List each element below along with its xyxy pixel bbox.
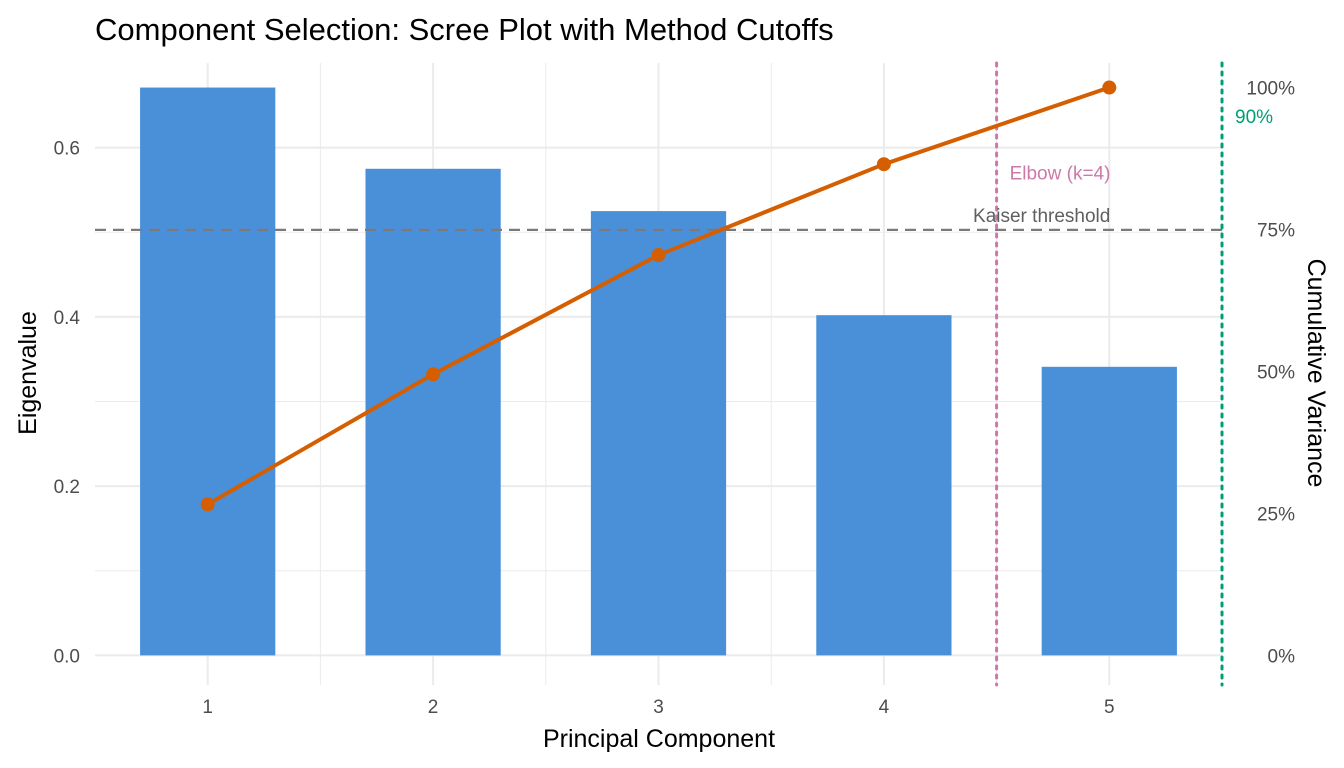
y-tick-label: 0.6	[54, 139, 80, 160]
cumulative-point-pc-4	[876, 157, 891, 172]
cutoff-label-5.5: 90%	[1235, 107, 1273, 128]
kaiser-threshold-label: Kaiser threshold	[973, 206, 1110, 227]
cumulative-point-pc-5	[1102, 80, 1117, 95]
y2-tick-label: 100%	[1246, 79, 1295, 100]
bar-pc-4	[816, 315, 952, 656]
y2-tick-label: 0%	[1268, 646, 1296, 667]
cutoff-label-4.5: Elbow (k=4)	[1010, 164, 1111, 185]
y-axis-title: Eigenvalue	[14, 311, 42, 435]
y2-tick-label: 25%	[1257, 504, 1295, 525]
x-tick-label: 3	[653, 697, 664, 718]
x-tick-label: 1	[202, 697, 213, 718]
bar-pc-2	[365, 168, 501, 656]
x-tick-label: 4	[879, 697, 890, 718]
bar-pc-5	[1041, 366, 1177, 656]
y-tick-label: 0.4	[54, 308, 81, 329]
cumulative-point-pc-1	[200, 497, 215, 512]
x-axis-title: Principal Component	[543, 725, 775, 753]
bar-pc-1	[140, 87, 276, 656]
y2-axis-title: Cumulative Variance	[1302, 259, 1330, 488]
cumulative-variance-series	[200, 80, 1117, 512]
y2-tick-label: 50%	[1257, 362, 1295, 383]
eigenvalue-bars	[140, 87, 1177, 656]
y2-tick-label: 75%	[1257, 221, 1295, 242]
reference-line-labels: Kaiser threshold Elbow (k=4) 90%	[973, 107, 1273, 227]
y-tick-label: 0.2	[54, 477, 80, 498]
chart-title: Component Selection: Scree Plot with Met…	[95, 12, 834, 47]
cumulative-point-pc-3	[651, 248, 666, 263]
axis-tick-labels: 0.0 0.2 0.4 0.6 0% 25% 50% 75% 100% 1 2 3 4 5	[54, 79, 1296, 718]
x-tick-label: 2	[428, 697, 439, 718]
reference-lines	[95, 61, 1224, 687]
x-tick-label: 5	[1104, 697, 1115, 718]
bar-pc-3	[590, 211, 727, 656]
y-tick-label: 0.0	[54, 646, 80, 667]
cumulative-point-pc-2	[426, 367, 441, 382]
